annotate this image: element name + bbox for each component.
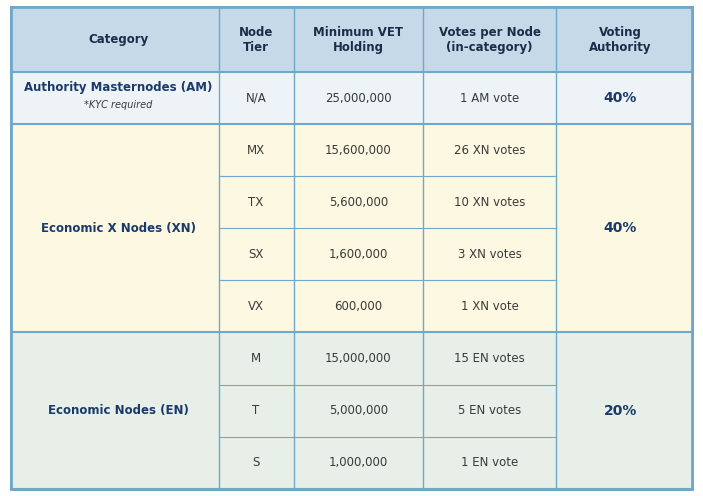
Text: Votes per Node
(in-category): Votes per Node (in-category) [439,26,541,54]
Text: N/A: N/A [245,92,266,105]
Text: Economic X Nodes (XN): Economic X Nodes (XN) [41,222,196,235]
Bar [11,332,692,489]
Text: MX: MX [247,144,265,157]
Text: Node
Tier: Node Tier [239,26,273,54]
Text: 26 XN votes: 26 XN votes [454,144,525,157]
Text: Authority Masternodes (AM): Authority Masternodes (AM) [25,81,213,94]
Text: Category: Category [89,33,149,47]
Text: T: T [252,404,259,417]
Text: SX: SX [248,248,264,261]
Text: S: S [252,456,259,469]
Text: VX: VX [248,300,264,313]
Text: 5,000,000: 5,000,000 [329,404,388,417]
Text: Voting
Authority: Voting Authority [589,26,652,54]
Text: 10 XN votes: 10 XN votes [454,196,525,209]
Text: TX: TX [248,196,264,209]
Text: Minimum VET
Holding: Minimum VET Holding [314,26,404,54]
Text: 3 XN votes: 3 XN votes [458,248,522,261]
Text: 1 XN vote: 1 XN vote [460,300,519,313]
Text: 40%: 40% [603,221,637,236]
Text: 1 EN vote: 1 EN vote [461,456,518,469]
Text: 1 AM vote: 1 AM vote [460,92,520,105]
Text: *KYC required: *KYC required [84,100,153,110]
Text: 15,600,000: 15,600,000 [325,144,392,157]
Text: 40%: 40% [603,91,637,106]
Bar [11,7,692,72]
Bar [11,72,692,124]
Text: M: M [251,352,261,365]
Text: 15,000,000: 15,000,000 [325,352,392,365]
Text: 1,000,000: 1,000,000 [329,456,388,469]
Text: 1,600,000: 1,600,000 [328,248,388,261]
Text: 15 EN votes: 15 EN votes [454,352,525,365]
Text: 25,000,000: 25,000,000 [325,92,392,105]
Text: 5 EN votes: 5 EN votes [458,404,521,417]
Text: 5,600,000: 5,600,000 [329,196,388,209]
Text: 600,000: 600,000 [334,300,382,313]
Text: Economic Nodes (EN): Economic Nodes (EN) [49,404,189,417]
Bar [11,124,692,332]
Text: 20%: 20% [603,404,637,418]
